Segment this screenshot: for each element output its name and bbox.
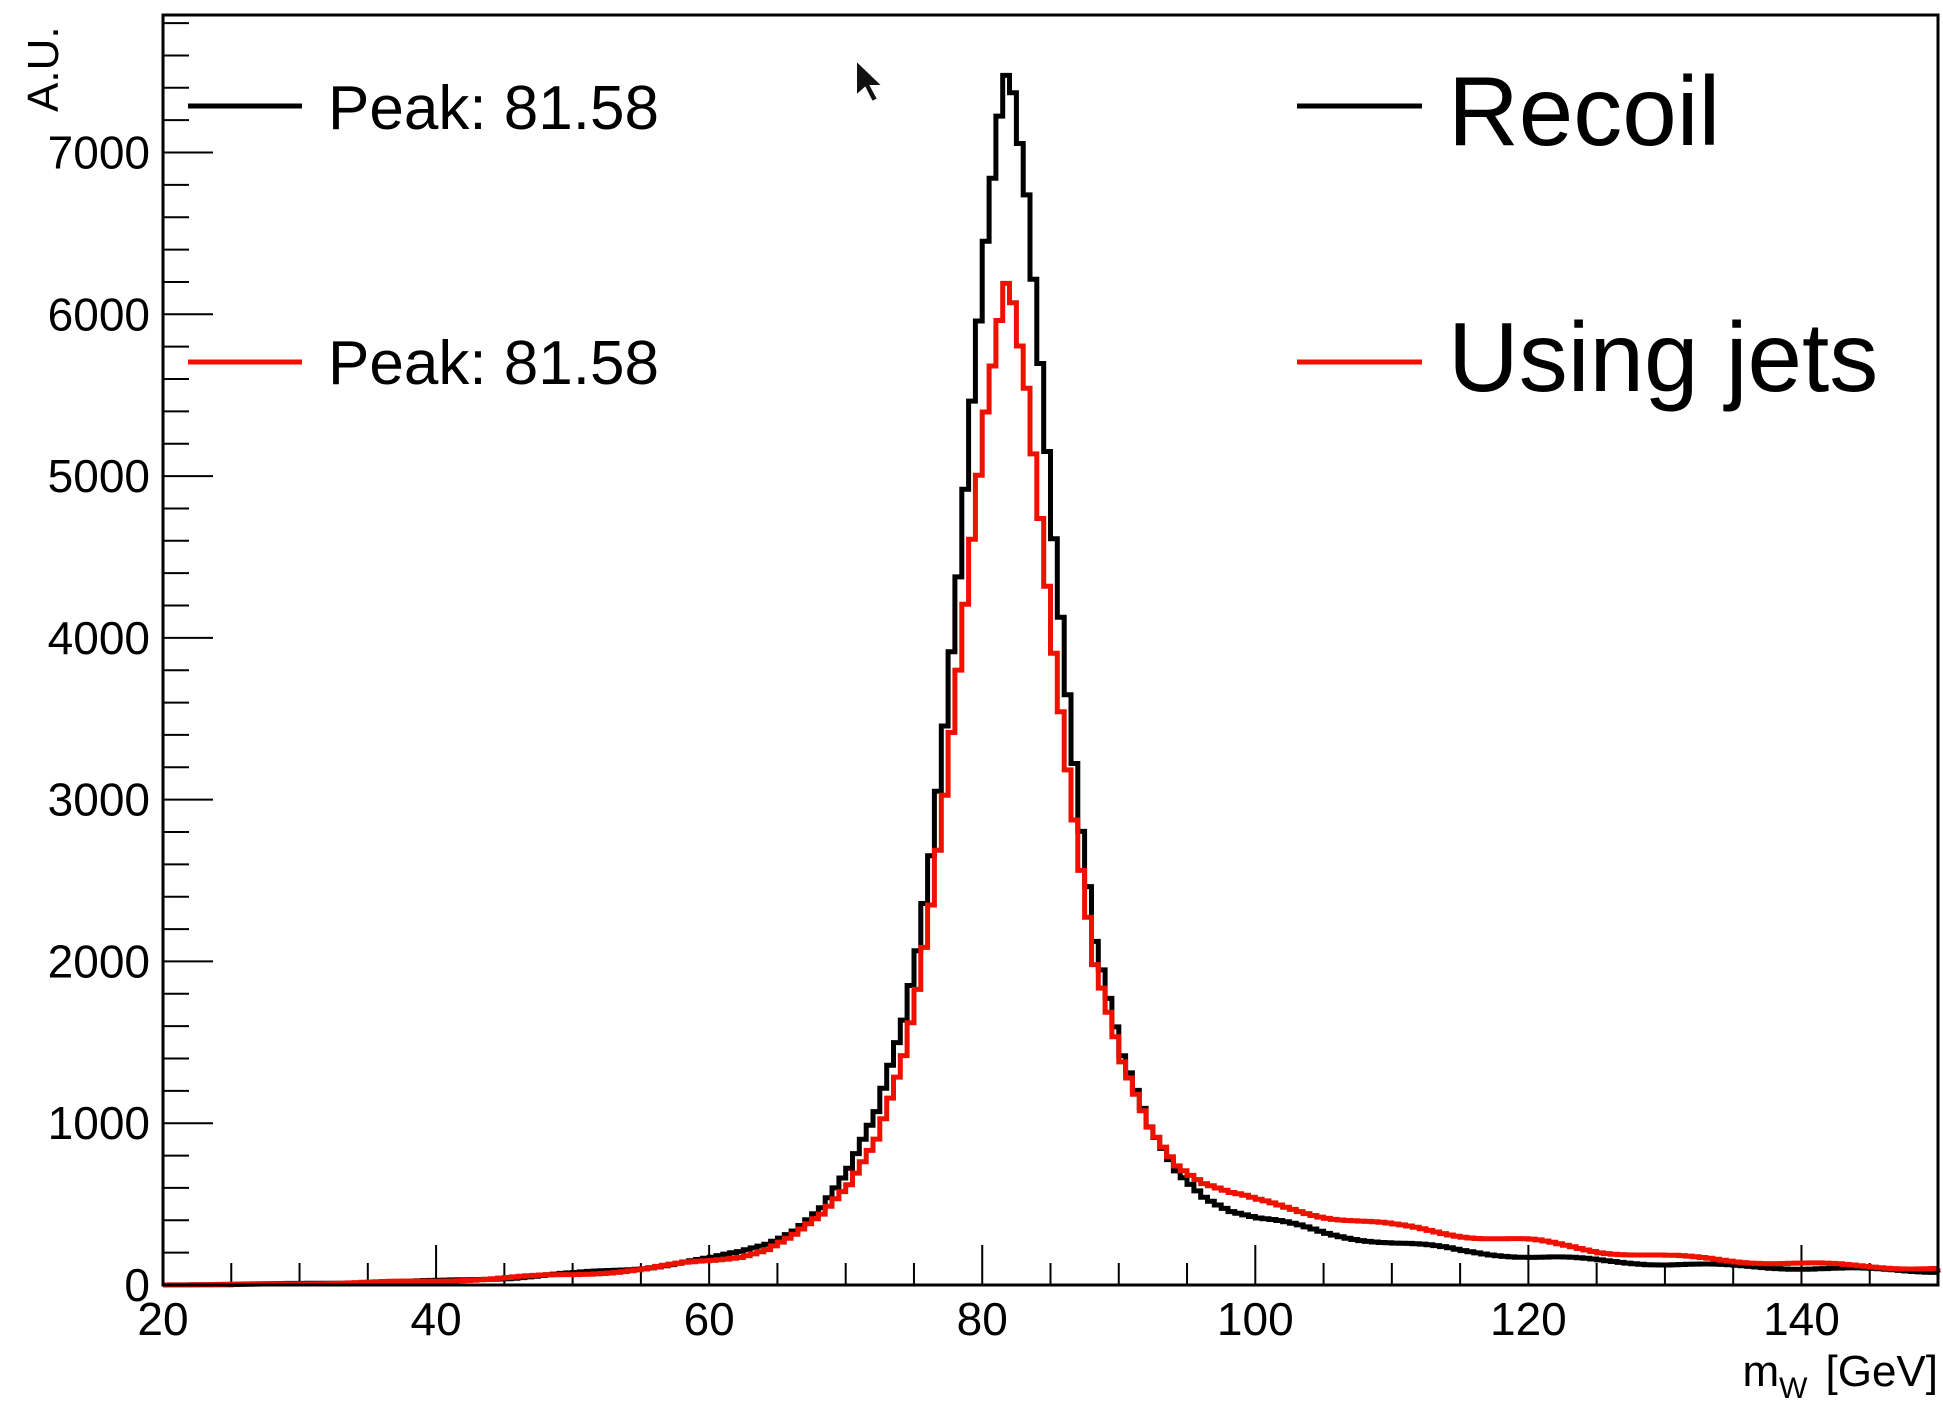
x-tick-label: 20 <box>137 1293 188 1345</box>
y-tick-label: 1000 <box>48 1097 150 1149</box>
y-axis-label: A.U. <box>19 26 68 112</box>
x-tick-label: 120 <box>1490 1293 1567 1345</box>
x-tick-label: 60 <box>684 1293 735 1345</box>
y-tick-label: 4000 <box>48 612 150 664</box>
legend-left-label-0: Peak: 81.58 <box>328 74 659 143</box>
series-line-using-jets <box>163 280 1941 1288</box>
legend-left: Peak: 81.58 Peak: 81.58 <box>188 74 659 398</box>
y-tick-label: 6000 <box>48 288 150 340</box>
series-line-recoil <box>163 72 1941 1288</box>
x-axis-label-unit: [GeV] <box>1826 1347 1939 1396</box>
x-axis-label-sub: W <box>1779 1372 1808 1402</box>
legend-right-label-1: Using jets <box>1448 302 1878 412</box>
x-axis-label-var: m <box>1743 1347 1780 1396</box>
x-axis-label: mW [GeV] <box>1743 1347 1938 1402</box>
y-tick-label: 7000 <box>48 127 150 179</box>
plot-frame <box>161 13 1940 1287</box>
mouse-cursor-icon <box>855 57 886 104</box>
legend-left-label-1: Peak: 81.58 <box>328 329 659 398</box>
x-tick-label: 80 <box>957 1293 1008 1345</box>
x-tick-label: 140 <box>1763 1293 1840 1345</box>
x-tick-label: 100 <box>1217 1293 1294 1345</box>
y-tick-label: 0 <box>124 1259 150 1311</box>
y-tick-label: 2000 <box>48 935 150 987</box>
x-tick-label: 40 <box>410 1293 461 1345</box>
x-tick-labels: 20 40 60 80 100 120 140 <box>137 1293 1839 1345</box>
series-lines <box>163 72 1941 1288</box>
legend-right: Recoil Using jets <box>1297 56 1878 412</box>
y-tick-labels: 0 1000 2000 3000 4000 5000 6000 7000 <box>48 127 150 1311</box>
y-tick-label: 3000 <box>48 774 150 826</box>
legend-right-label-0: Recoil <box>1448 56 1720 166</box>
y-tick-label: 5000 <box>48 450 150 502</box>
